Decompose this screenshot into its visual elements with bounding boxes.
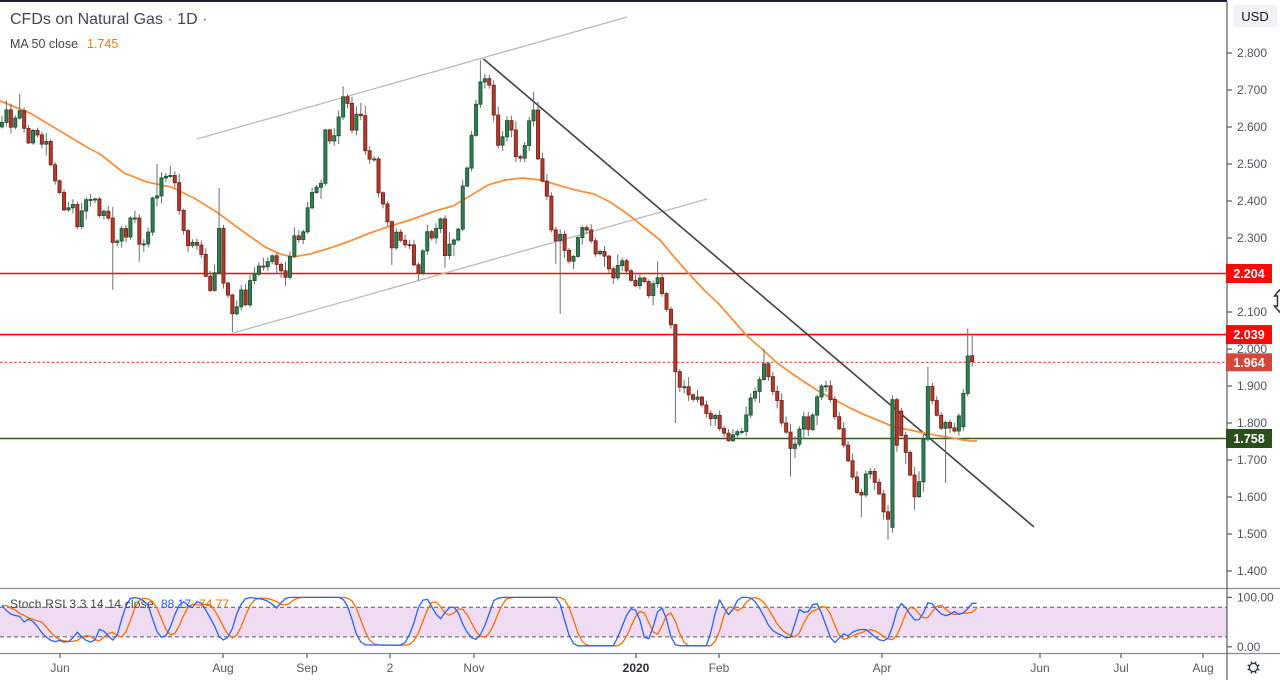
svg-text:1.758: 1.758: [1233, 432, 1264, 446]
svg-text:2.800: 2.800: [1237, 46, 1267, 60]
svg-text:Aug: Aug: [1192, 661, 1213, 675]
svg-text:2.600: 2.600: [1237, 120, 1267, 134]
svg-text:2.000: 2.000: [1237, 342, 1267, 356]
svg-text:1.800: 1.800: [1237, 416, 1267, 430]
svg-text:Apr: Apr: [873, 661, 892, 675]
svg-text:MA 50 close: MA 50 close: [10, 37, 78, 51]
svg-text:1.900: 1.900: [1237, 379, 1267, 393]
svg-text:1.400: 1.400: [1237, 564, 1267, 578]
svg-text:Sep: Sep: [296, 661, 318, 675]
svg-text:100.00: 100.00: [1237, 590, 1274, 604]
svg-text:CFDs on Natural Gas · 1D ·: CFDs on Natural Gas · 1D ·: [10, 11, 207, 28]
svg-text:1.700: 1.700: [1237, 453, 1267, 467]
svg-text:USD: USD: [1241, 9, 1268, 24]
svg-text:Feb: Feb: [709, 661, 730, 675]
svg-text:2020: 2020: [623, 661, 650, 675]
svg-text:2.400: 2.400: [1237, 194, 1267, 208]
svg-text:88.17: 88.17: [161, 597, 191, 611]
svg-text:Stoch RSI 3 3 14 14 close: Stoch RSI 3 3 14 14 close: [10, 597, 154, 611]
svg-text:1.745: 1.745: [87, 37, 118, 51]
svg-text:Aug: Aug: [212, 661, 233, 675]
svg-text:2.204: 2.204: [1233, 267, 1264, 281]
svg-text:2.100: 2.100: [1237, 305, 1267, 319]
svg-text:2: 2: [387, 661, 394, 675]
svg-text:1.600: 1.600: [1237, 490, 1267, 504]
svg-text:Jun: Jun: [1030, 661, 1049, 675]
svg-text:Jul: Jul: [1113, 661, 1128, 675]
svg-text:Jun: Jun: [50, 661, 69, 675]
svg-text:1.500: 1.500: [1237, 527, 1267, 541]
svg-text:2.700: 2.700: [1237, 83, 1267, 97]
svg-text:Nov: Nov: [463, 661, 484, 675]
svg-text:2.039: 2.039: [1233, 328, 1264, 342]
svg-text:0.00: 0.00: [1237, 640, 1261, 654]
svg-text:2.300: 2.300: [1237, 231, 1267, 245]
svg-text:2.500: 2.500: [1237, 157, 1267, 171]
svg-text:74.77: 74.77: [199, 597, 229, 611]
svg-text:1.964: 1.964: [1233, 356, 1264, 370]
